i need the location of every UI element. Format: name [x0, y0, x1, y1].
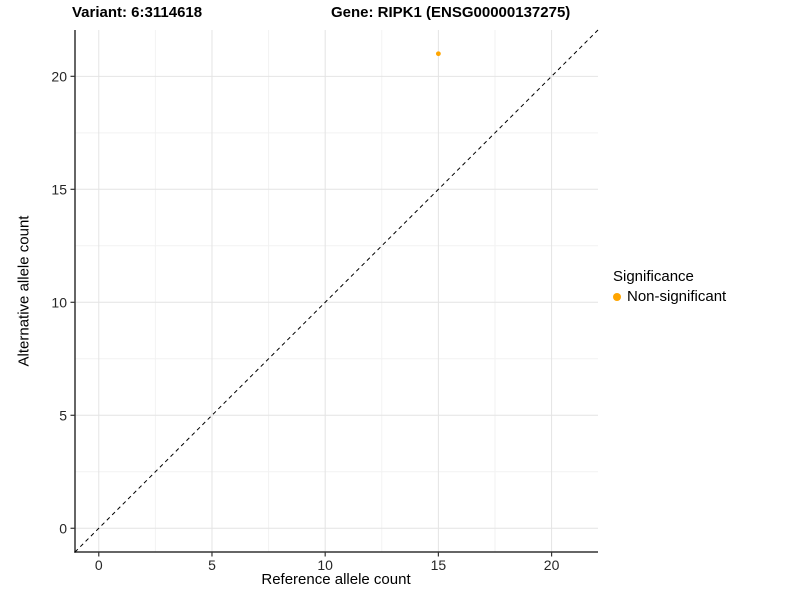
legend-item-0: Non-significant: [613, 288, 726, 305]
y-tick-label-5: 5: [59, 407, 67, 423]
legend-title: Significance: [613, 268, 694, 285]
gene-title: Gene: RIPK1 (ENSG00000137275): [331, 4, 571, 21]
x-tick-label-10: 10: [317, 557, 333, 573]
legend-point-icon: [613, 292, 621, 301]
x-axis-title: Reference allele count: [261, 571, 411, 588]
x-tick-label-15: 15: [431, 557, 447, 573]
y-tick-label-10: 10: [51, 294, 67, 310]
y-axis-title: Alternative allele count: [15, 215, 33, 367]
legend: Significance Non-significant: [613, 268, 726, 305]
x-tick-label-5: 5: [208, 557, 216, 573]
x-tick-label-0: 0: [95, 557, 103, 573]
y-tick-label-15: 15: [51, 181, 67, 197]
y-tick-label-0: 0: [59, 520, 67, 536]
x-tick-label-20: 20: [544, 557, 560, 573]
legend-item-label: Non-significant: [627, 288, 727, 305]
data-point-0: [435, 51, 441, 57]
identity-line: [74, 29, 599, 553]
legend-items: Non-significant: [613, 288, 726, 305]
variant-title: Variant: 6:3114618: [72, 4, 203, 21]
y-tick-label-20: 20: [51, 68, 67, 84]
